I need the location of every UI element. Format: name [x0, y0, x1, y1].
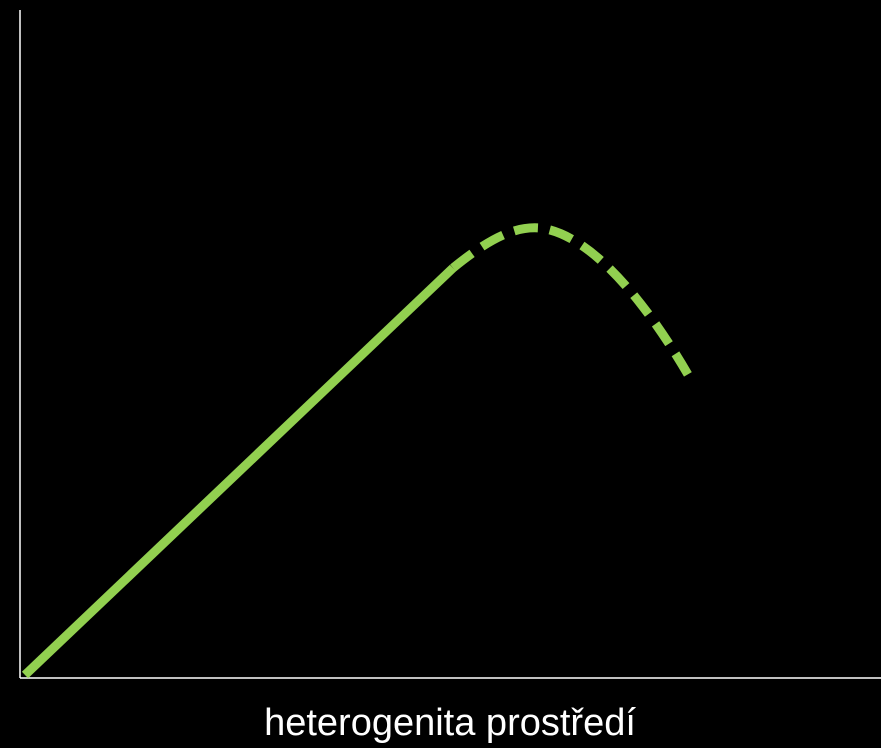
x-axis-label: heterogenita prostředí	[264, 702, 636, 744]
solid-curve	[21, 264, 457, 679]
dashed-curve	[450, 223, 694, 381]
